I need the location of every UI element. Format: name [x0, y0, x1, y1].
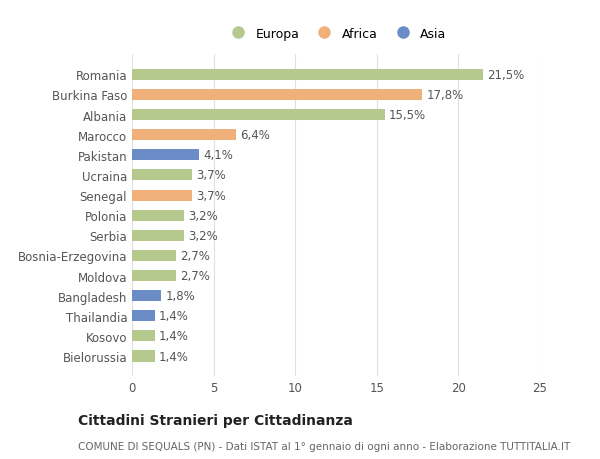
Text: 15,5%: 15,5% [389, 109, 426, 122]
Bar [132, 291, 161, 302]
Bar [132, 210, 184, 221]
Legend: Europa, Africa, Asia: Europa, Africa, Asia [221, 23, 452, 46]
Bar [132, 170, 193, 181]
Text: 1,4%: 1,4% [159, 310, 189, 323]
Text: 1,8%: 1,8% [166, 290, 195, 302]
Bar [132, 90, 422, 101]
Text: 17,8%: 17,8% [427, 89, 464, 102]
Text: 4,1%: 4,1% [203, 149, 233, 162]
Text: 2,7%: 2,7% [180, 269, 210, 282]
Text: 1,4%: 1,4% [159, 350, 189, 363]
Bar [132, 351, 155, 362]
Text: 2,7%: 2,7% [180, 249, 210, 263]
Bar [132, 70, 483, 81]
Text: Cittadini Stranieri per Cittadinanza: Cittadini Stranieri per Cittadinanza [78, 413, 353, 427]
Text: 1,4%: 1,4% [159, 330, 189, 343]
Text: COMUNE DI SEQUALS (PN) - Dati ISTAT al 1° gennaio di ogni anno - Elaborazione TU: COMUNE DI SEQUALS (PN) - Dati ISTAT al 1… [78, 441, 570, 451]
Bar [132, 330, 155, 341]
Bar [132, 250, 176, 262]
Text: 3,2%: 3,2% [188, 230, 218, 242]
Bar [132, 110, 385, 121]
Text: 21,5%: 21,5% [487, 69, 524, 82]
Text: 3,2%: 3,2% [188, 209, 218, 222]
Bar [132, 190, 193, 201]
Bar [132, 230, 184, 241]
Bar [132, 150, 199, 161]
Text: 6,4%: 6,4% [241, 129, 271, 142]
Bar [132, 311, 155, 322]
Bar [132, 270, 176, 281]
Text: 3,7%: 3,7% [196, 169, 226, 182]
Text: 3,7%: 3,7% [196, 189, 226, 202]
Bar [132, 130, 236, 141]
